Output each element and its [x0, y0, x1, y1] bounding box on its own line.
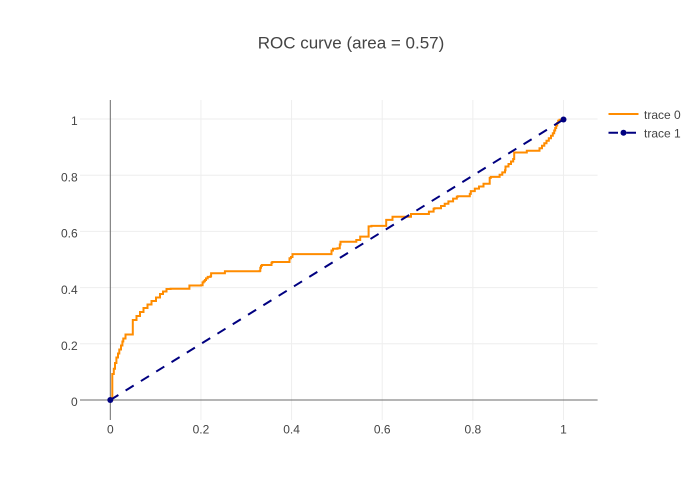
svg-text:0.8: 0.8 — [465, 423, 482, 437]
svg-text:0: 0 — [71, 395, 78, 409]
svg-text:ROC curve (area = 0.57): ROC curve (area = 0.57) — [258, 33, 445, 52]
svg-text:0: 0 — [107, 423, 114, 437]
svg-text:1: 1 — [71, 114, 78, 128]
svg-text:1: 1 — [560, 423, 567, 437]
svg-text:0.4: 0.4 — [61, 283, 78, 297]
svg-text:0.2: 0.2 — [193, 423, 210, 437]
svg-text:0.8: 0.8 — [61, 170, 78, 184]
svg-text:trace 0: trace 0 — [644, 108, 681, 122]
svg-text:0.4: 0.4 — [283, 423, 300, 437]
svg-text:trace 1: trace 1 — [644, 127, 681, 141]
svg-text:0.2: 0.2 — [61, 339, 78, 353]
svg-text:0.6: 0.6 — [374, 423, 391, 437]
svg-text:0.6: 0.6 — [61, 227, 78, 241]
